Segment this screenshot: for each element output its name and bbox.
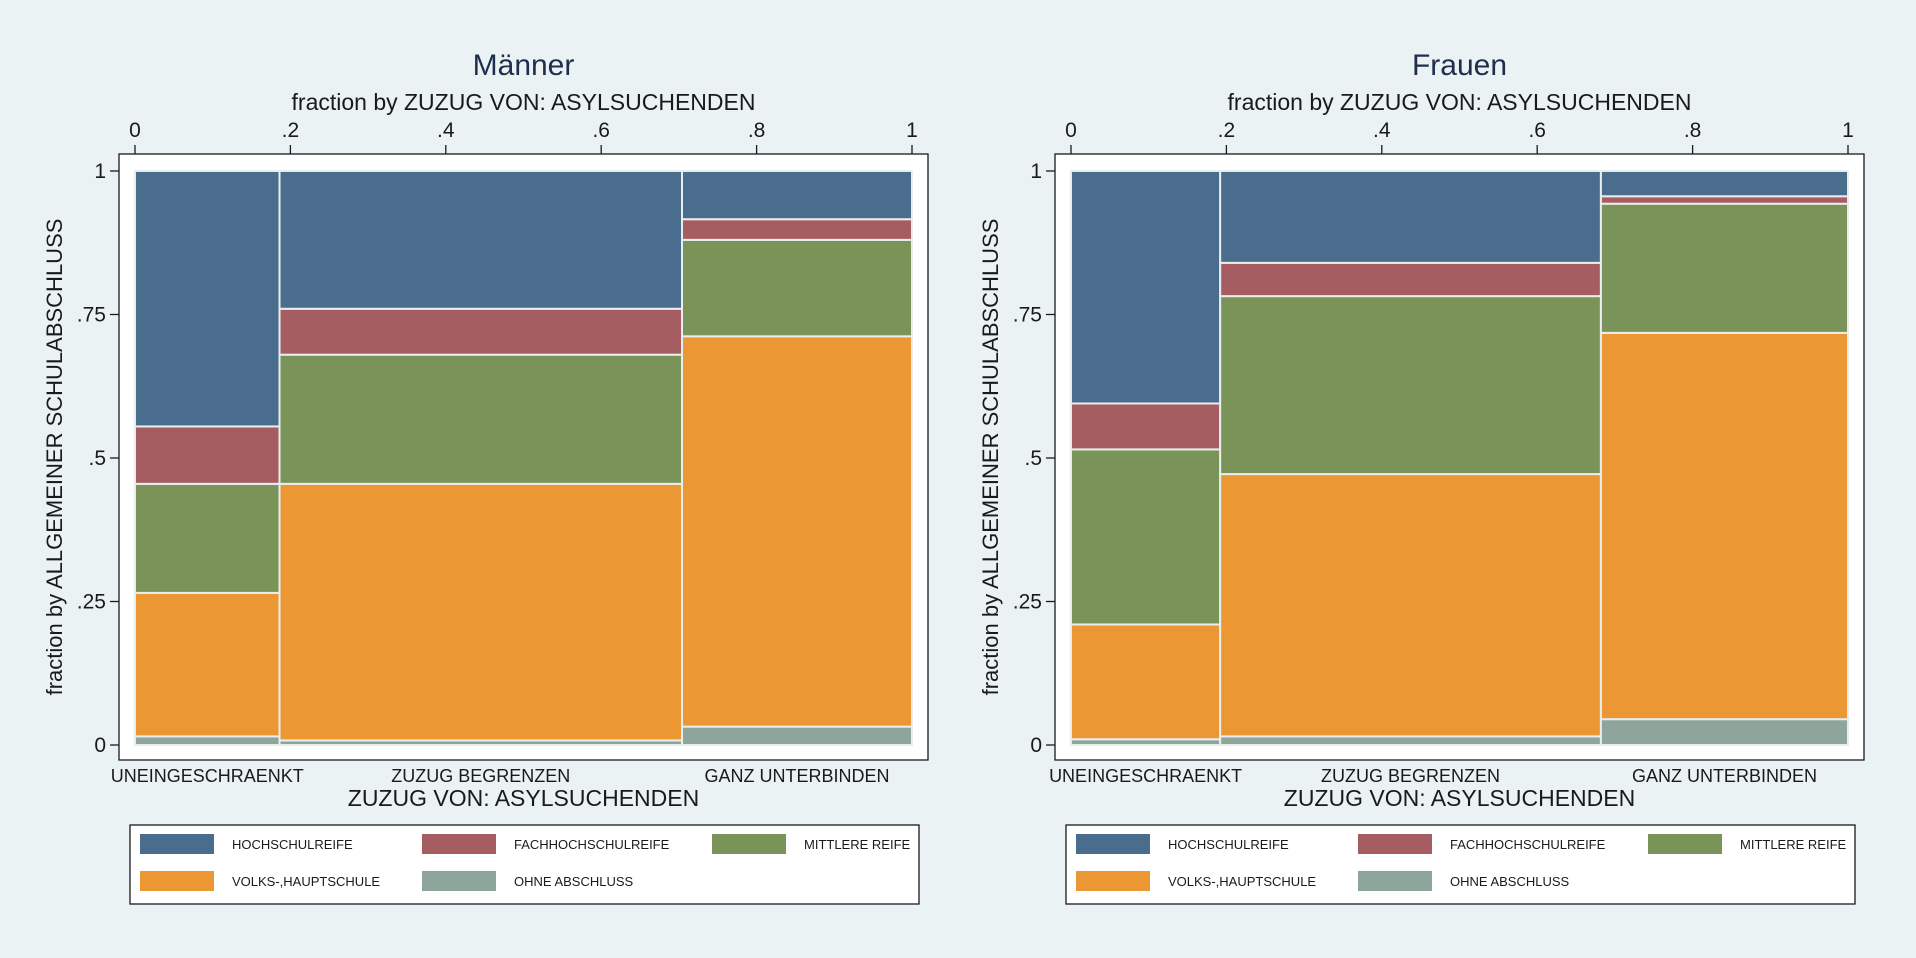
y-tick-label: .5 (88, 447, 106, 470)
mosaic-cell (134, 482, 281, 594)
mosaic-cell (1070, 448, 1222, 626)
x-tick-label: 1 (1842, 119, 1854, 142)
legend-swatch (1076, 871, 1150, 891)
mosaic-cell (278, 482, 684, 742)
chart-title: Männer (473, 49, 575, 82)
legend-swatch (1648, 834, 1722, 854)
mosaic-cell (1219, 473, 1602, 738)
chart-panel-frauen: Frauen fraction by ZUZUG VON: ASYLSUCHEND… (978, 49, 1865, 905)
y-tick-label: .75 (1013, 304, 1042, 327)
chart-panel-maenner: Männer fraction by ZUZUG VON: ASYLSUCHEND… (42, 49, 929, 905)
mosaic-cell (681, 170, 913, 221)
mosaic-cell (278, 353, 684, 485)
legend-swatch (140, 871, 214, 891)
mosaic-cell (1599, 718, 1849, 746)
top-axis-label: fraction by ZUZUG VON: ASYLSUCHENDEN (1228, 89, 1692, 115)
category-label: UNEINGESCHRAENKT (111, 766, 304, 786)
legend-swatch (1076, 834, 1150, 854)
legend-label: FACHHOCHSCHULREIFE (514, 837, 670, 852)
y-tick-label: 0 (94, 734, 106, 757)
mosaic-cell (1219, 295, 1602, 476)
mosaic-cell (1070, 170, 1222, 405)
top-axis-label: fraction by ZUZUG VON: ASYLSUCHENDEN (292, 89, 756, 115)
legend-swatch (422, 871, 496, 891)
mosaic-cell (278, 307, 684, 356)
mosaic-cell (1070, 402, 1222, 451)
legend-label: OHNE ABSCHLUSS (1450, 874, 1570, 889)
y-tick-label: 1 (94, 160, 106, 183)
category-label: ZUZUG BEGRENZEN (1321, 766, 1500, 786)
mosaic-cell (1599, 170, 1849, 198)
legend-swatch (1358, 834, 1432, 854)
legend-label: HOCHSCHULREIFE (232, 837, 353, 852)
mosaic-cell (1599, 195, 1849, 205)
x-tick-label: .2 (1218, 119, 1236, 142)
y-tick-label: .25 (77, 591, 106, 614)
mosaic-cell (1070, 623, 1222, 741)
y-tick-label: .75 (77, 304, 106, 327)
x-tick-label: 0 (1065, 119, 1077, 142)
x-tick-label: .4 (437, 119, 455, 142)
category-label: GANZ UNTERBINDEN (704, 766, 889, 786)
legend-label: HOCHSCHULREIFE (1168, 837, 1289, 852)
x-tick-label: .2 (282, 119, 300, 142)
mosaic-cell (134, 735, 281, 747)
legend-swatch (140, 834, 214, 854)
y-tick-label: .25 (1013, 591, 1042, 614)
x-tick-label: .6 (1528, 119, 1546, 142)
mosaic-cell (1219, 261, 1602, 298)
legend-swatch (422, 834, 496, 854)
legend-swatch (1358, 871, 1432, 891)
y-tick-label: 0 (1030, 734, 1042, 757)
legend-label: OHNE ABSCHLUSS (514, 874, 634, 889)
mosaic-cell (1219, 735, 1602, 747)
x-tick-label: .6 (592, 119, 610, 142)
mosaic-cell (134, 591, 281, 738)
x-axis-label: ZUZUG VON: ASYLSUCHENDEN (348, 785, 699, 811)
legend-label: MITTLERE REIFE (1740, 837, 1847, 852)
x-tick-label: .8 (748, 119, 766, 142)
y-axis-label: fraction by ALLGEMEINER SCHULABSCHLUSS (978, 219, 1003, 696)
mosaic-cell (681, 335, 913, 728)
x-tick-label: 1 (906, 119, 918, 142)
legend-box (1065, 824, 1856, 905)
mosaic-cell (134, 170, 281, 428)
mosaic-cell (681, 218, 913, 241)
category-label: UNEINGESCHRAENKT (1049, 766, 1242, 786)
mosaic-cell (1599, 331, 1849, 721)
mosaic-cell (681, 725, 913, 747)
category-label: ZUZUG BEGRENZEN (391, 766, 570, 786)
mosaic-cell (134, 425, 281, 485)
x-tick-label: 0 (129, 119, 141, 142)
chart-title: Frauen (1412, 49, 1507, 82)
mosaic-cell (681, 238, 913, 338)
legend-box (129, 824, 920, 905)
y-axis-label: fraction by ALLGEMEINER SCHULABSCHLUSS (42, 219, 67, 696)
legend-label: VOLKS-,HAUPTSCHULE (232, 874, 380, 889)
legend-label: VOLKS-,HAUPTSCHULE (1168, 874, 1316, 889)
legend-label: FACHHOCHSCHULREIFE (1450, 837, 1606, 852)
y-tick-label: .5 (1024, 447, 1042, 470)
x-tick-label: .4 (1373, 119, 1391, 142)
legend-swatch (712, 834, 786, 854)
x-axis-label: ZUZUG VON: ASYLSUCHENDEN (1284, 785, 1635, 811)
mosaic-cell (278, 170, 684, 310)
y-tick-label: 1 (1030, 160, 1042, 183)
category-label: GANZ UNTERBINDEN (1632, 766, 1817, 786)
mosaic-cell (1219, 170, 1602, 264)
mosaic-cell (1599, 202, 1849, 334)
x-tick-label: .8 (1684, 119, 1702, 142)
legend-label: MITTLERE REIFE (804, 837, 911, 852)
